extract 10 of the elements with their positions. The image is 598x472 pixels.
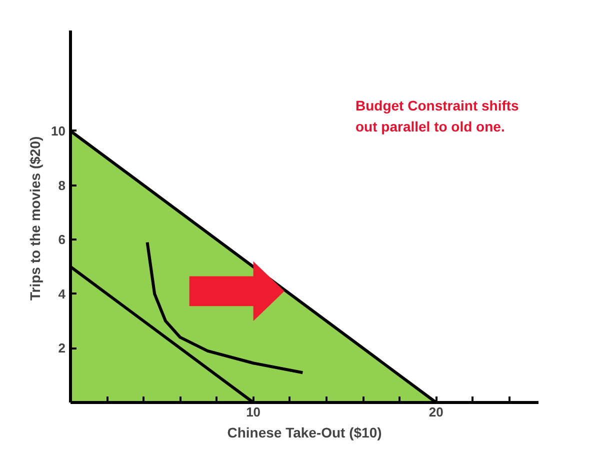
y-tick-label: 8	[58, 178, 66, 193]
x-tick-label: 20	[428, 404, 444, 420]
x-axis-title: Chinese Take-Out ($10)	[227, 424, 382, 440]
annotation: Budget Constraint shifts out parallel to old one.	[356, 98, 520, 134]
y-tick-label: 10	[51, 123, 66, 138]
line-series	[146, 240, 304, 374]
y-axis-title: Trips to the movies ($20)	[27, 136, 44, 301]
y-tick-label: 2	[58, 340, 66, 356]
y-tick-label: 6	[58, 232, 66, 248]
y-tick-label: 4	[58, 286, 66, 302]
